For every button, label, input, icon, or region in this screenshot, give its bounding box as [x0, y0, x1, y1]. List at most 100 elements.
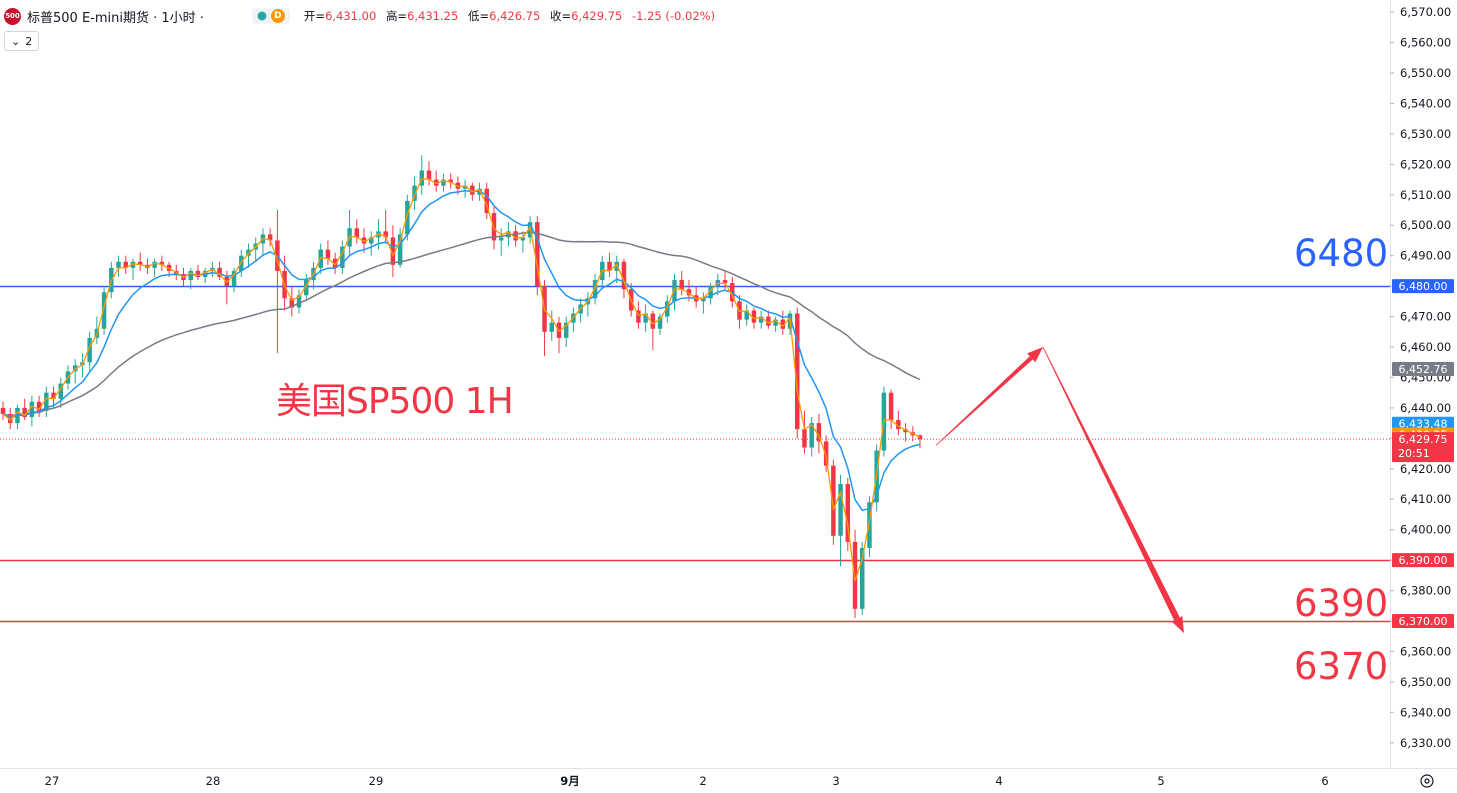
indicator-count: 2	[25, 34, 33, 48]
market-status[interactable]: D	[251, 8, 290, 24]
candle	[152, 258, 157, 277]
candle-body	[441, 179, 446, 186]
candle	[708, 283, 713, 305]
price-tick-label: 6,490.00	[1400, 249, 1451, 263]
candle	[22, 398, 27, 421]
candle	[498, 228, 504, 256]
candle-body	[188, 270, 193, 281]
grid	[0, 0, 1457, 769]
candle-body	[325, 249, 331, 259]
candle-body	[267, 234, 273, 241]
time-tick-label: 28	[206, 774, 221, 788]
time-axis: 27 28 29 9月 2 3 4 5 6	[45, 774, 1434, 788]
moving-averages	[2, 178, 921, 582]
candle	[253, 237, 258, 262]
forecast-arrow-down	[1042, 346, 1184, 634]
candle-body	[896, 420, 901, 430]
arrow-shaft	[1042, 346, 1180, 621]
forecast-arrows	[935, 346, 1184, 634]
candle	[202, 267, 208, 284]
indicators-toggle[interactable]: ⌄ 2	[4, 31, 40, 51]
horizontal-levels	[0, 285, 1390, 623]
ema-fast-line	[2, 178, 921, 582]
candle	[621, 258, 627, 299]
candle	[758, 310, 764, 329]
price-tick-label: 6,440.00	[1400, 401, 1451, 415]
price-label-text: 6,433.48	[1399, 418, 1448, 431]
price-label-text: 6,370.00	[1399, 615, 1448, 628]
price-label: 6,480.00	[1392, 279, 1454, 294]
candle-body	[44, 392, 49, 411]
candle	[441, 173, 446, 192]
candle-body	[72, 365, 78, 372]
open-value: 6,431.00	[325, 9, 377, 23]
candle-body	[246, 249, 251, 256]
candle	[607, 252, 612, 277]
candle-body	[152, 261, 157, 268]
candle	[51, 386, 56, 408]
candle	[390, 225, 396, 277]
candle-body	[520, 237, 526, 241]
candle-body	[701, 298, 706, 302]
price-label-text: 6,452.76	[1399, 363, 1448, 376]
high-value: 6,431.25	[407, 9, 459, 23]
price-tick-label: 6,410.00	[1400, 492, 1451, 506]
candle-body	[852, 541, 858, 609]
candle-body	[29, 401, 35, 418]
time-tick-label: 5	[1157, 774, 1164, 788]
candle	[296, 289, 302, 314]
price-tick-label: 6,500.00	[1400, 218, 1451, 232]
time-tick-label: 3	[832, 774, 839, 788]
candle	[722, 270, 728, 290]
candle-body	[549, 322, 554, 332]
candle	[195, 264, 201, 281]
price-label-bg	[1392, 553, 1454, 568]
candle-body	[361, 237, 367, 244]
candle-body	[657, 316, 663, 329]
delayed-badge: D	[270, 9, 285, 23]
candle-body	[470, 185, 475, 195]
time-tick-label: 2	[699, 774, 706, 788]
candle-body	[780, 319, 786, 329]
candle	[29, 395, 35, 427]
candle	[72, 359, 78, 384]
candle	[188, 267, 193, 290]
candle-body	[304, 280, 309, 296]
price-label: 6,390.00	[1392, 553, 1454, 568]
candle	[15, 404, 20, 430]
price-tick-label: 6,360.00	[1400, 644, 1451, 658]
symbol-title[interactable]: 标普500 E-mini期货 · 1小时 ·	[27, 10, 204, 26]
candle	[795, 307, 800, 439]
candle-body	[405, 200, 410, 235]
change-value: -1.25 (-0.02%)	[631, 9, 716, 23]
price-label-bg	[1392, 432, 1454, 463]
arrow-head	[1171, 616, 1184, 634]
candle-body	[831, 465, 836, 536]
candle-body	[484, 188, 490, 214]
candle	[130, 258, 136, 281]
candle-body	[845, 484, 851, 542]
countdown-text: 20:51	[1398, 447, 1430, 460]
candle-body	[116, 261, 121, 268]
candle-body	[51, 392, 56, 399]
candle-body	[426, 170, 432, 180]
sma-slow-line	[2, 231, 921, 420]
candle	[36, 395, 42, 418]
candle-body	[809, 423, 814, 448]
time-tick-label: 9月	[560, 774, 580, 788]
candle-body	[354, 228, 360, 238]
candle-body	[448, 179, 453, 183]
candle-body	[838, 484, 843, 536]
candle-body	[412, 185, 417, 201]
candle	[766, 310, 771, 329]
candle-body	[296, 295, 302, 308]
price-tick-label: 6,340.00	[1400, 705, 1451, 719]
candle-body	[607, 261, 612, 271]
level-annotation-6370: 6370	[1294, 645, 1389, 688]
candle-body	[289, 298, 295, 308]
candle-body	[643, 313, 648, 323]
candle-body	[217, 267, 222, 277]
time-tick-label: 29	[369, 774, 384, 788]
price-tick-label: 6,540.00	[1400, 96, 1451, 110]
